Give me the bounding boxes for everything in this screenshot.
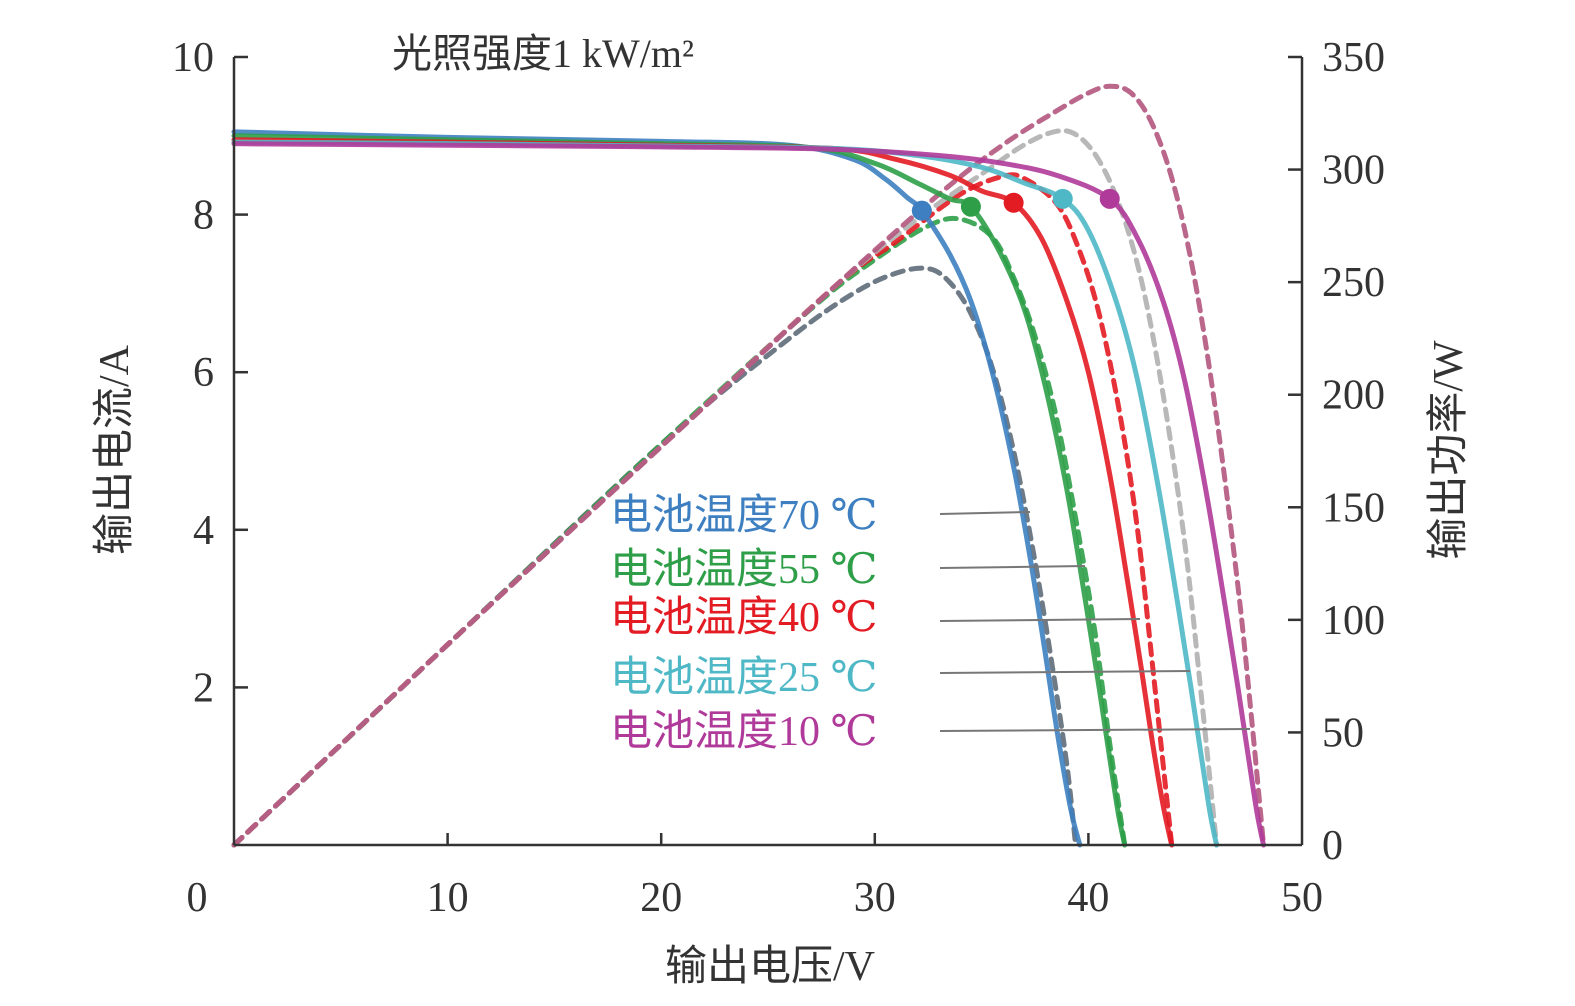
mpp-marker-4	[1099, 188, 1120, 209]
right-y-tick-label: 0	[1322, 823, 1343, 869]
left-y-axis-title: 输出电流/A	[92, 344, 138, 555]
mpp-marker-3	[1052, 188, 1073, 209]
power-curve-4	[231, 83, 1267, 848]
legend-label-3: 电池温度25 ℃	[610, 655, 877, 701]
right-y-tick-label: 250	[1322, 260, 1385, 306]
legend-label-4: 电池温度10 ℃	[610, 709, 877, 755]
right-y-tick-label: 200	[1322, 373, 1385, 419]
right-y-tick-label: 50	[1322, 710, 1364, 756]
x-tick-label: 20	[640, 875, 682, 921]
legend-leader-0	[939, 511, 1031, 515]
power-curve-1	[231, 215, 1128, 848]
current-curve-4	[231, 141, 1267, 848]
curves-layer	[231, 83, 1267, 848]
left-y-tick-label: 6	[193, 350, 214, 396]
x-axis-title: 输出电压/V	[665, 944, 875, 990]
legend-label-1: 电池温度55 ℃	[610, 547, 877, 593]
right-y-tick-label: 300	[1322, 148, 1385, 194]
x-tick-label: 50	[1281, 875, 1323, 921]
irradiance-annotation: 光照强度1 kW/m²	[392, 31, 694, 76]
left-y-tick-label: 2	[193, 665, 214, 711]
mpp-marker-2	[1003, 192, 1024, 213]
mpp-marker-1	[960, 196, 981, 217]
right-y-tick-label: 150	[1322, 485, 1385, 531]
left-y-tick-label: 4	[193, 508, 214, 554]
legend-label-0: 电池温度70 ℃	[610, 493, 877, 539]
right-y-tick-label: 350	[1322, 35, 1385, 81]
x-tick-label: 0	[187, 875, 208, 921]
left-y-tick-label: 10	[172, 35, 214, 81]
legend-leader-1	[939, 565, 1086, 569]
right-y-tick-label: 100	[1322, 598, 1385, 644]
right-y-axis-title: 输出功率/W	[1425, 340, 1472, 560]
x-tick-label: 10	[427, 875, 469, 921]
x-tick-label: 30	[854, 875, 896, 921]
left-y-tick-label: 8	[193, 193, 214, 239]
legend-label-2: 电池温度40 ℃	[610, 595, 877, 641]
x-tick-label: 40	[1067, 875, 1109, 921]
axes-layer: 0 10 20 30 40 50 10 8 6 4 2 350 300 250 200 150 100 50 0	[172, 35, 1385, 921]
mpp-marker-0	[911, 200, 932, 221]
legend-leader-2	[939, 618, 1141, 622]
legend-leader-3	[939, 670, 1191, 674]
legend-leader-4	[939, 728, 1251, 732]
